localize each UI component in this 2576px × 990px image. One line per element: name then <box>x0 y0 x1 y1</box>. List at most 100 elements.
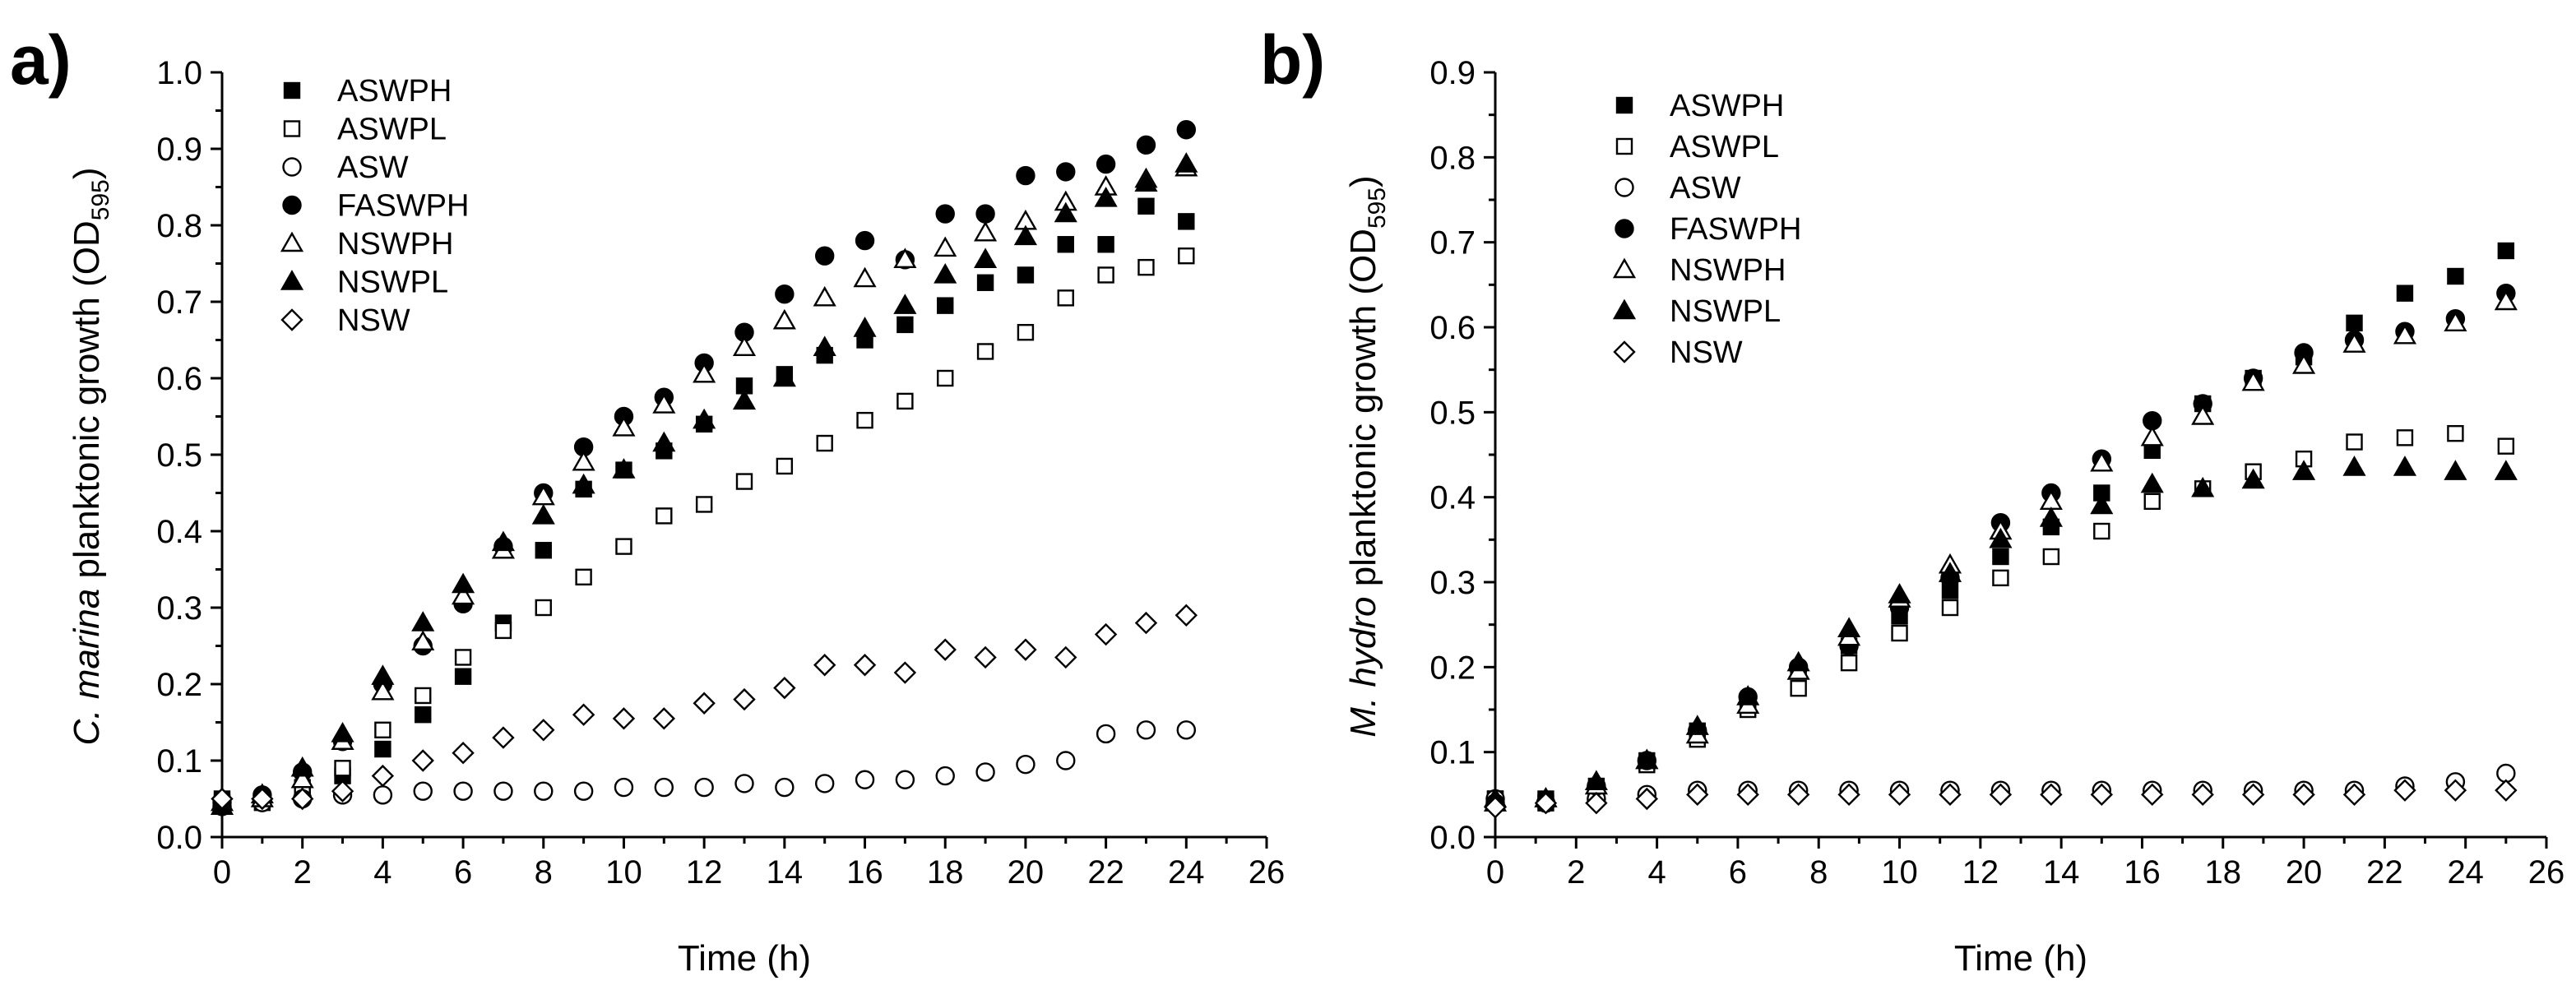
panel-b-point-nsw <box>2292 783 2315 807</box>
panel-a-y-tick-label: 0.2 <box>156 667 202 703</box>
panel-b-point-aswpl <box>1790 679 1807 697</box>
panel-b-y-tick-label: 0.7 <box>1429 225 1476 261</box>
panel-a-point-asw <box>775 777 795 798</box>
panel-a: a) 0 2 4 6 8 10 12 14 16 18 20 22 24 260.00.10.20.30.… <box>10 21 1285 978</box>
panel-a-point-nswph <box>652 393 676 414</box>
panel-b-point-nswpl <box>2342 456 2366 476</box>
panel-b-y-tick-label: 0.5 <box>1429 395 1476 431</box>
panel-b-x-tick-label: 10 <box>1881 854 1918 891</box>
panel-a-point-nsw <box>612 707 636 730</box>
panel-a-legend-label-nsw: NSW <box>337 303 410 338</box>
panel-b-point-aswpl <box>1941 599 1959 617</box>
panel-a-point-faswph <box>855 230 875 251</box>
panel-a-point-nsw <box>853 654 877 677</box>
panel-b-point-nswpl <box>2444 460 2467 480</box>
panel-b-point-nsw <box>1736 783 1759 807</box>
panel-a-point-nswpl <box>290 756 314 777</box>
panel-b-legend-marker-nsw <box>1613 340 1636 363</box>
panel-a-point-nswpl <box>331 722 354 742</box>
panel-a-legend-marker-asw <box>282 157 302 177</box>
panel-a-series-nswpl <box>210 152 1198 815</box>
panel-b-point-nsw <box>1585 791 1608 815</box>
panel-b-point-nsw <box>2090 783 2114 807</box>
panel-b-point-aswpl <box>2497 437 2515 455</box>
panel-b-point-nswpl <box>2292 460 2316 480</box>
panel-a-point-nswph <box>612 416 636 437</box>
panel-b-y-tick-label: 0.0 <box>1429 820 1476 856</box>
panel-b-y-tick-label: 0.4 <box>1429 480 1476 516</box>
panel-a-x-axis-title: Time (h) <box>678 938 811 978</box>
panel-a-point-asw <box>413 781 433 801</box>
panel-b-point-nswpl <box>1938 562 1962 582</box>
panel-b-point-nsw <box>2495 779 2518 802</box>
panel-a-point-aswpl <box>494 622 512 640</box>
panel-b-legend-marker-aswph <box>1615 96 1633 114</box>
panel-a-point-faswph <box>814 246 835 266</box>
panel-a-y-tick-label: 0.9 <box>156 132 202 168</box>
panel-a-point-aswph <box>415 706 432 724</box>
panel-a-point-aswpl <box>695 496 713 513</box>
panel-b-point-nswph <box>2342 332 2366 353</box>
panel-b-y-axis-title-subscript: 595 <box>1364 187 1391 229</box>
panel-a-series-asw <box>212 720 1197 817</box>
panel-a-point-asw <box>614 777 634 798</box>
panel-a-point-nswpl <box>732 389 757 410</box>
panel-b-point-aswph <box>2497 242 2515 260</box>
panel-a-point-aswpl <box>454 649 472 666</box>
panel-a-point-asw <box>534 781 554 801</box>
panel-b-point-nswpl <box>1888 583 1911 604</box>
panel-a-point-nswpl <box>813 335 836 356</box>
panel-a-point-aswpl <box>656 507 673 525</box>
panel-b-x-tick-label: 20 <box>2286 854 2323 891</box>
panel-b-legend-label-faswph: FASWPH <box>1670 212 1801 247</box>
panel-a-plot: 0 2 4 6 8 10 12 14 16 18 20 22 24 260.00.10.20.30.40.… <box>156 55 1285 891</box>
panel-a-point-faswph <box>975 204 995 224</box>
panel-b-point-nswpl <box>2039 507 2063 527</box>
panel-b-x-tick-label: 24 <box>2447 854 2484 891</box>
panel-b-legend-marker-nswph <box>1612 257 1637 279</box>
panel-a-point-asw <box>573 781 594 801</box>
panel-b-series-faswph <box>1485 283 2516 813</box>
panel-a-point-faswph <box>1016 165 1035 186</box>
panel-a-point-nswpl <box>934 263 957 284</box>
panel-a-point-faswph <box>1056 162 1076 182</box>
panel-a-point-nsw <box>492 726 515 749</box>
panel-b-point-aswpl <box>2143 493 2161 511</box>
panel-a-point-asw <box>1016 754 1035 775</box>
panel-a-point-nswph <box>813 285 836 307</box>
panel-a-x-tick-label: 0 <box>213 854 231 891</box>
panel-a-point-nsw <box>1054 645 1077 669</box>
panel-b-legend: ASWPH ASWPL ASW FASWPH NSWPH NSWPL NSW <box>1612 89 1801 370</box>
panel-b-point-nswpl <box>1837 617 1861 638</box>
panel-a-point-nswph <box>693 362 716 383</box>
panel-b-x-tick-label: 0 <box>1486 854 1504 891</box>
panel-a-legend-marker-nswph <box>280 231 304 252</box>
panel-a-point-nsw <box>693 692 716 715</box>
panel-a-legend-marker-faswph <box>282 195 302 215</box>
panel-b-legend-label-asw: ASW <box>1670 171 1741 206</box>
panel-b-x-tick-label: 16 <box>2124 854 2161 891</box>
panel-a-point-nswpl <box>452 572 475 594</box>
panel-b-legend-marker-nswpl <box>1612 298 1637 320</box>
panel-b-letter: b) <box>1260 21 1325 99</box>
panel-a-y-tick-label: 0.4 <box>156 514 202 550</box>
panel-a-point-asw <box>373 785 393 805</box>
panel-a-point-nswpl <box>1054 201 1077 223</box>
panel-a-point-aswpl <box>374 721 391 738</box>
panel-a-y-axis-title-subscript: 595 <box>87 179 114 220</box>
panel-a-point-nswpl <box>1174 152 1198 173</box>
panel-b-point-aswpl <box>2093 522 2110 540</box>
panel-a-y-tick-label: 0.3 <box>156 590 202 627</box>
panel-a-x-tick-label: 8 <box>535 854 553 891</box>
panel-a-point-nswpl <box>974 248 998 269</box>
panel-a-point-aswpl <box>1017 324 1035 341</box>
panel-a-x-tick-label: 26 <box>1249 854 1286 891</box>
panel-a-x-tick-label: 12 <box>686 854 723 891</box>
panel-a-point-aswph <box>1097 236 1114 253</box>
panel-b-point-nsw <box>1534 791 1558 815</box>
panel-a-point-nsw <box>773 676 796 700</box>
panel-a-point-nsw <box>411 749 434 772</box>
panel-b-point-nsw <box>2241 783 2265 807</box>
panel-b-y-tick-label: 0.9 <box>1429 55 1476 91</box>
panel-b-point-aswpl <box>1891 624 1908 642</box>
